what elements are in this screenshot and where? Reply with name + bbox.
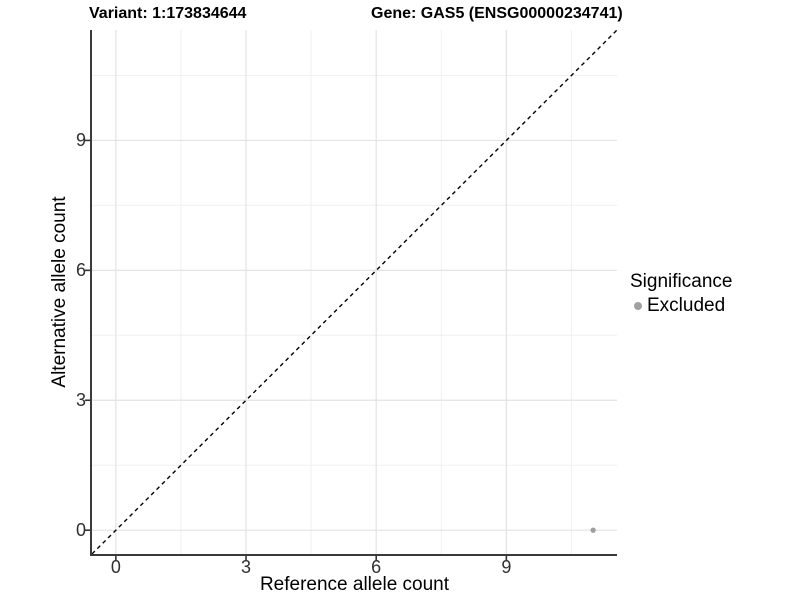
x-tick-label-0: 0	[110, 557, 121, 577]
legend-item-label: Excluded	[647, 295, 726, 316]
x-tick-label-3: 9	[501, 557, 512, 577]
legend-item-excluded: Excluded	[630, 295, 732, 317]
y-tick-label-2: 6	[75, 260, 86, 281]
x-tick-label-1: 3	[241, 557, 252, 577]
y-tick-label-3: 9	[75, 130, 86, 151]
variant-title: Variant: 1:173834644	[89, 5, 247, 22]
excluded-marker-icon	[634, 302, 642, 310]
data-point	[590, 527, 596, 533]
x-tick-label-2: 6	[371, 557, 382, 577]
legend-title: Significance	[630, 271, 733, 292]
y-tick-label-1: 3	[75, 390, 86, 411]
x-axis-title: Reference allele count	[259, 574, 450, 595]
identity-line	[91, 29, 618, 555]
gene-title: Gene: GAS5 (ENSG00000234741)	[371, 5, 623, 22]
legend: Significance Excluded	[630, 271, 732, 317]
y-tick-label-0: 0	[75, 520, 86, 541]
